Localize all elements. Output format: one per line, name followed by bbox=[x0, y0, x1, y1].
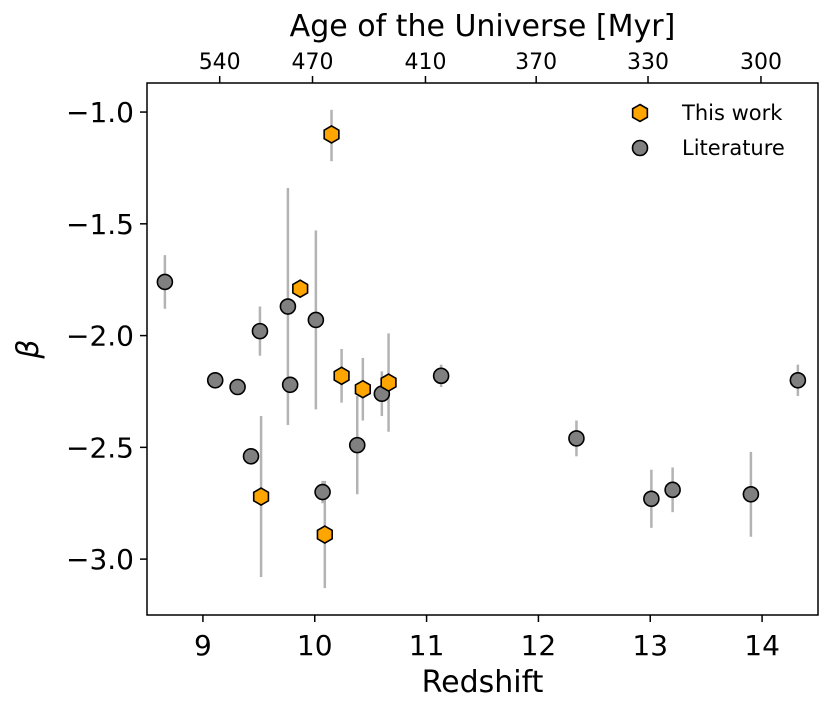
this-work-point bbox=[354, 379, 371, 399]
literature-point bbox=[664, 481, 681, 499]
x-tick-label: 13 bbox=[632, 629, 668, 662]
y-axis-ticks: −1.0 −1.5 −2.0 −2.5 −3.0 bbox=[66, 96, 147, 576]
literature-point bbox=[789, 371, 807, 389]
literature-point bbox=[281, 376, 299, 394]
literature-point bbox=[742, 485, 760, 503]
legend-label: Literature bbox=[682, 136, 785, 160]
y-tick-label: −1.5 bbox=[66, 208, 134, 241]
literature-point bbox=[206, 371, 224, 389]
literature-point bbox=[348, 436, 366, 454]
literature-point bbox=[279, 298, 297, 315]
legend: This work Literature bbox=[631, 101, 785, 160]
top-tick-label: 300 bbox=[740, 50, 782, 75]
markers-layer bbox=[156, 124, 807, 544]
plot-frame bbox=[146, 82, 819, 616]
y-tick-label: −2.0 bbox=[66, 320, 134, 353]
y-axis-label: β bbox=[11, 339, 46, 359]
this-work-point bbox=[380, 373, 397, 392]
literature-point bbox=[251, 322, 269, 340]
y-tick-label: −1.0 bbox=[66, 96, 134, 129]
top-tick-label: 540 bbox=[199, 50, 241, 75]
literature-point bbox=[568, 430, 585, 447]
literature-point bbox=[314, 483, 331, 501]
this-work-point bbox=[333, 366, 350, 386]
top-axis-label: Age of the Universe [Myr] bbox=[290, 9, 676, 44]
literature-point bbox=[307, 311, 325, 329]
legend-label: This work bbox=[681, 101, 783, 125]
this-work-point bbox=[292, 279, 309, 299]
literature-point bbox=[242, 447, 260, 465]
top-tick-label: 370 bbox=[515, 50, 557, 75]
legend-marker-literature bbox=[631, 139, 649, 157]
errorbars-layer bbox=[163, 109, 800, 589]
literature-point bbox=[229, 378, 246, 396]
literature-point bbox=[432, 367, 450, 385]
x-tick-label: 12 bbox=[521, 629, 557, 662]
x-tick-label: 14 bbox=[744, 629, 780, 662]
literature-point bbox=[156, 273, 174, 291]
this-work-point bbox=[316, 525, 333, 544]
literature-point bbox=[643, 490, 660, 508]
y-tick-label: −2.5 bbox=[66, 431, 134, 464]
x-axis-ticks: 9 10 11 12 13 14 bbox=[194, 615, 780, 662]
x-axis-label: Redshift bbox=[422, 665, 544, 700]
y-tick-label: −3.0 bbox=[66, 543, 134, 576]
x-tick-label: 9 bbox=[194, 629, 212, 662]
this-work-point bbox=[252, 487, 270, 506]
top-tick-label: 470 bbox=[292, 50, 334, 75]
x-tick-label: 10 bbox=[297, 629, 333, 662]
top-axis-ticks: 540 470 410 370 330 300 bbox=[199, 50, 782, 83]
x-tick-label: 11 bbox=[409, 629, 445, 662]
top-tick-label: 410 bbox=[404, 50, 446, 75]
legend-marker-this-work bbox=[631, 103, 649, 123]
top-tick-label: 330 bbox=[627, 50, 669, 75]
this-work-point bbox=[323, 124, 340, 144]
